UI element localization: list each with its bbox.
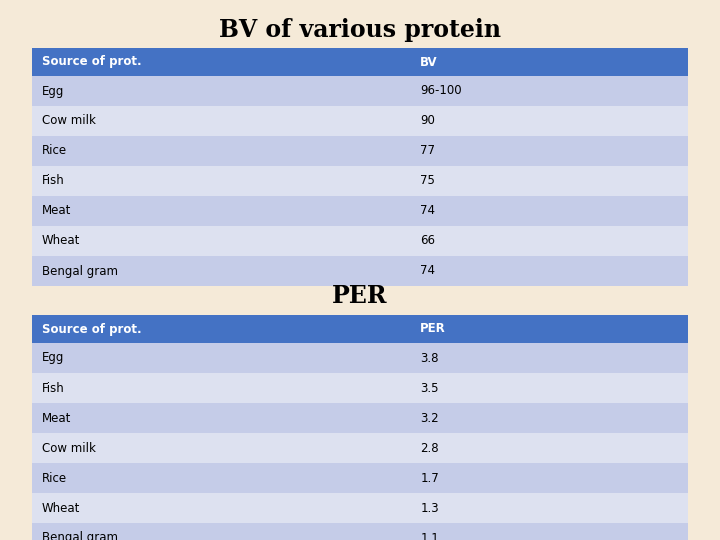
Text: 3.8: 3.8 <box>420 352 438 365</box>
Text: 1.3: 1.3 <box>420 502 439 515</box>
Text: PER: PER <box>420 322 446 335</box>
Text: Meat: Meat <box>42 205 71 218</box>
Text: Fish: Fish <box>42 174 65 187</box>
Text: 75: 75 <box>420 174 435 187</box>
Text: 1.1: 1.1 <box>420 531 439 540</box>
Text: PER: PER <box>332 284 388 308</box>
Text: 74: 74 <box>420 205 436 218</box>
Text: Bengal gram: Bengal gram <box>42 265 118 278</box>
Text: BV of various protein: BV of various protein <box>219 18 501 42</box>
Text: 3.2: 3.2 <box>420 411 439 424</box>
Text: Egg: Egg <box>42 84 64 98</box>
Text: Rice: Rice <box>42 471 67 484</box>
Text: Fish: Fish <box>42 381 65 395</box>
Text: 96-100: 96-100 <box>420 84 462 98</box>
Text: 66: 66 <box>420 234 436 247</box>
Text: Wheat: Wheat <box>42 234 80 247</box>
Text: 90: 90 <box>420 114 435 127</box>
Text: 2.8: 2.8 <box>420 442 439 455</box>
Text: Cow milk: Cow milk <box>42 442 96 455</box>
Text: BV: BV <box>420 56 438 69</box>
Text: 74: 74 <box>420 265 436 278</box>
Text: Wheat: Wheat <box>42 502 80 515</box>
Text: 3.5: 3.5 <box>420 381 438 395</box>
Text: Egg: Egg <box>42 352 64 365</box>
Text: Source of prot.: Source of prot. <box>42 56 141 69</box>
Text: Source of prot.: Source of prot. <box>42 322 141 335</box>
Text: Meat: Meat <box>42 411 71 424</box>
Text: Bengal gram: Bengal gram <box>42 531 118 540</box>
Text: Cow milk: Cow milk <box>42 114 96 127</box>
Text: 1.7: 1.7 <box>420 471 439 484</box>
Text: Rice: Rice <box>42 145 67 158</box>
Text: 77: 77 <box>420 145 436 158</box>
